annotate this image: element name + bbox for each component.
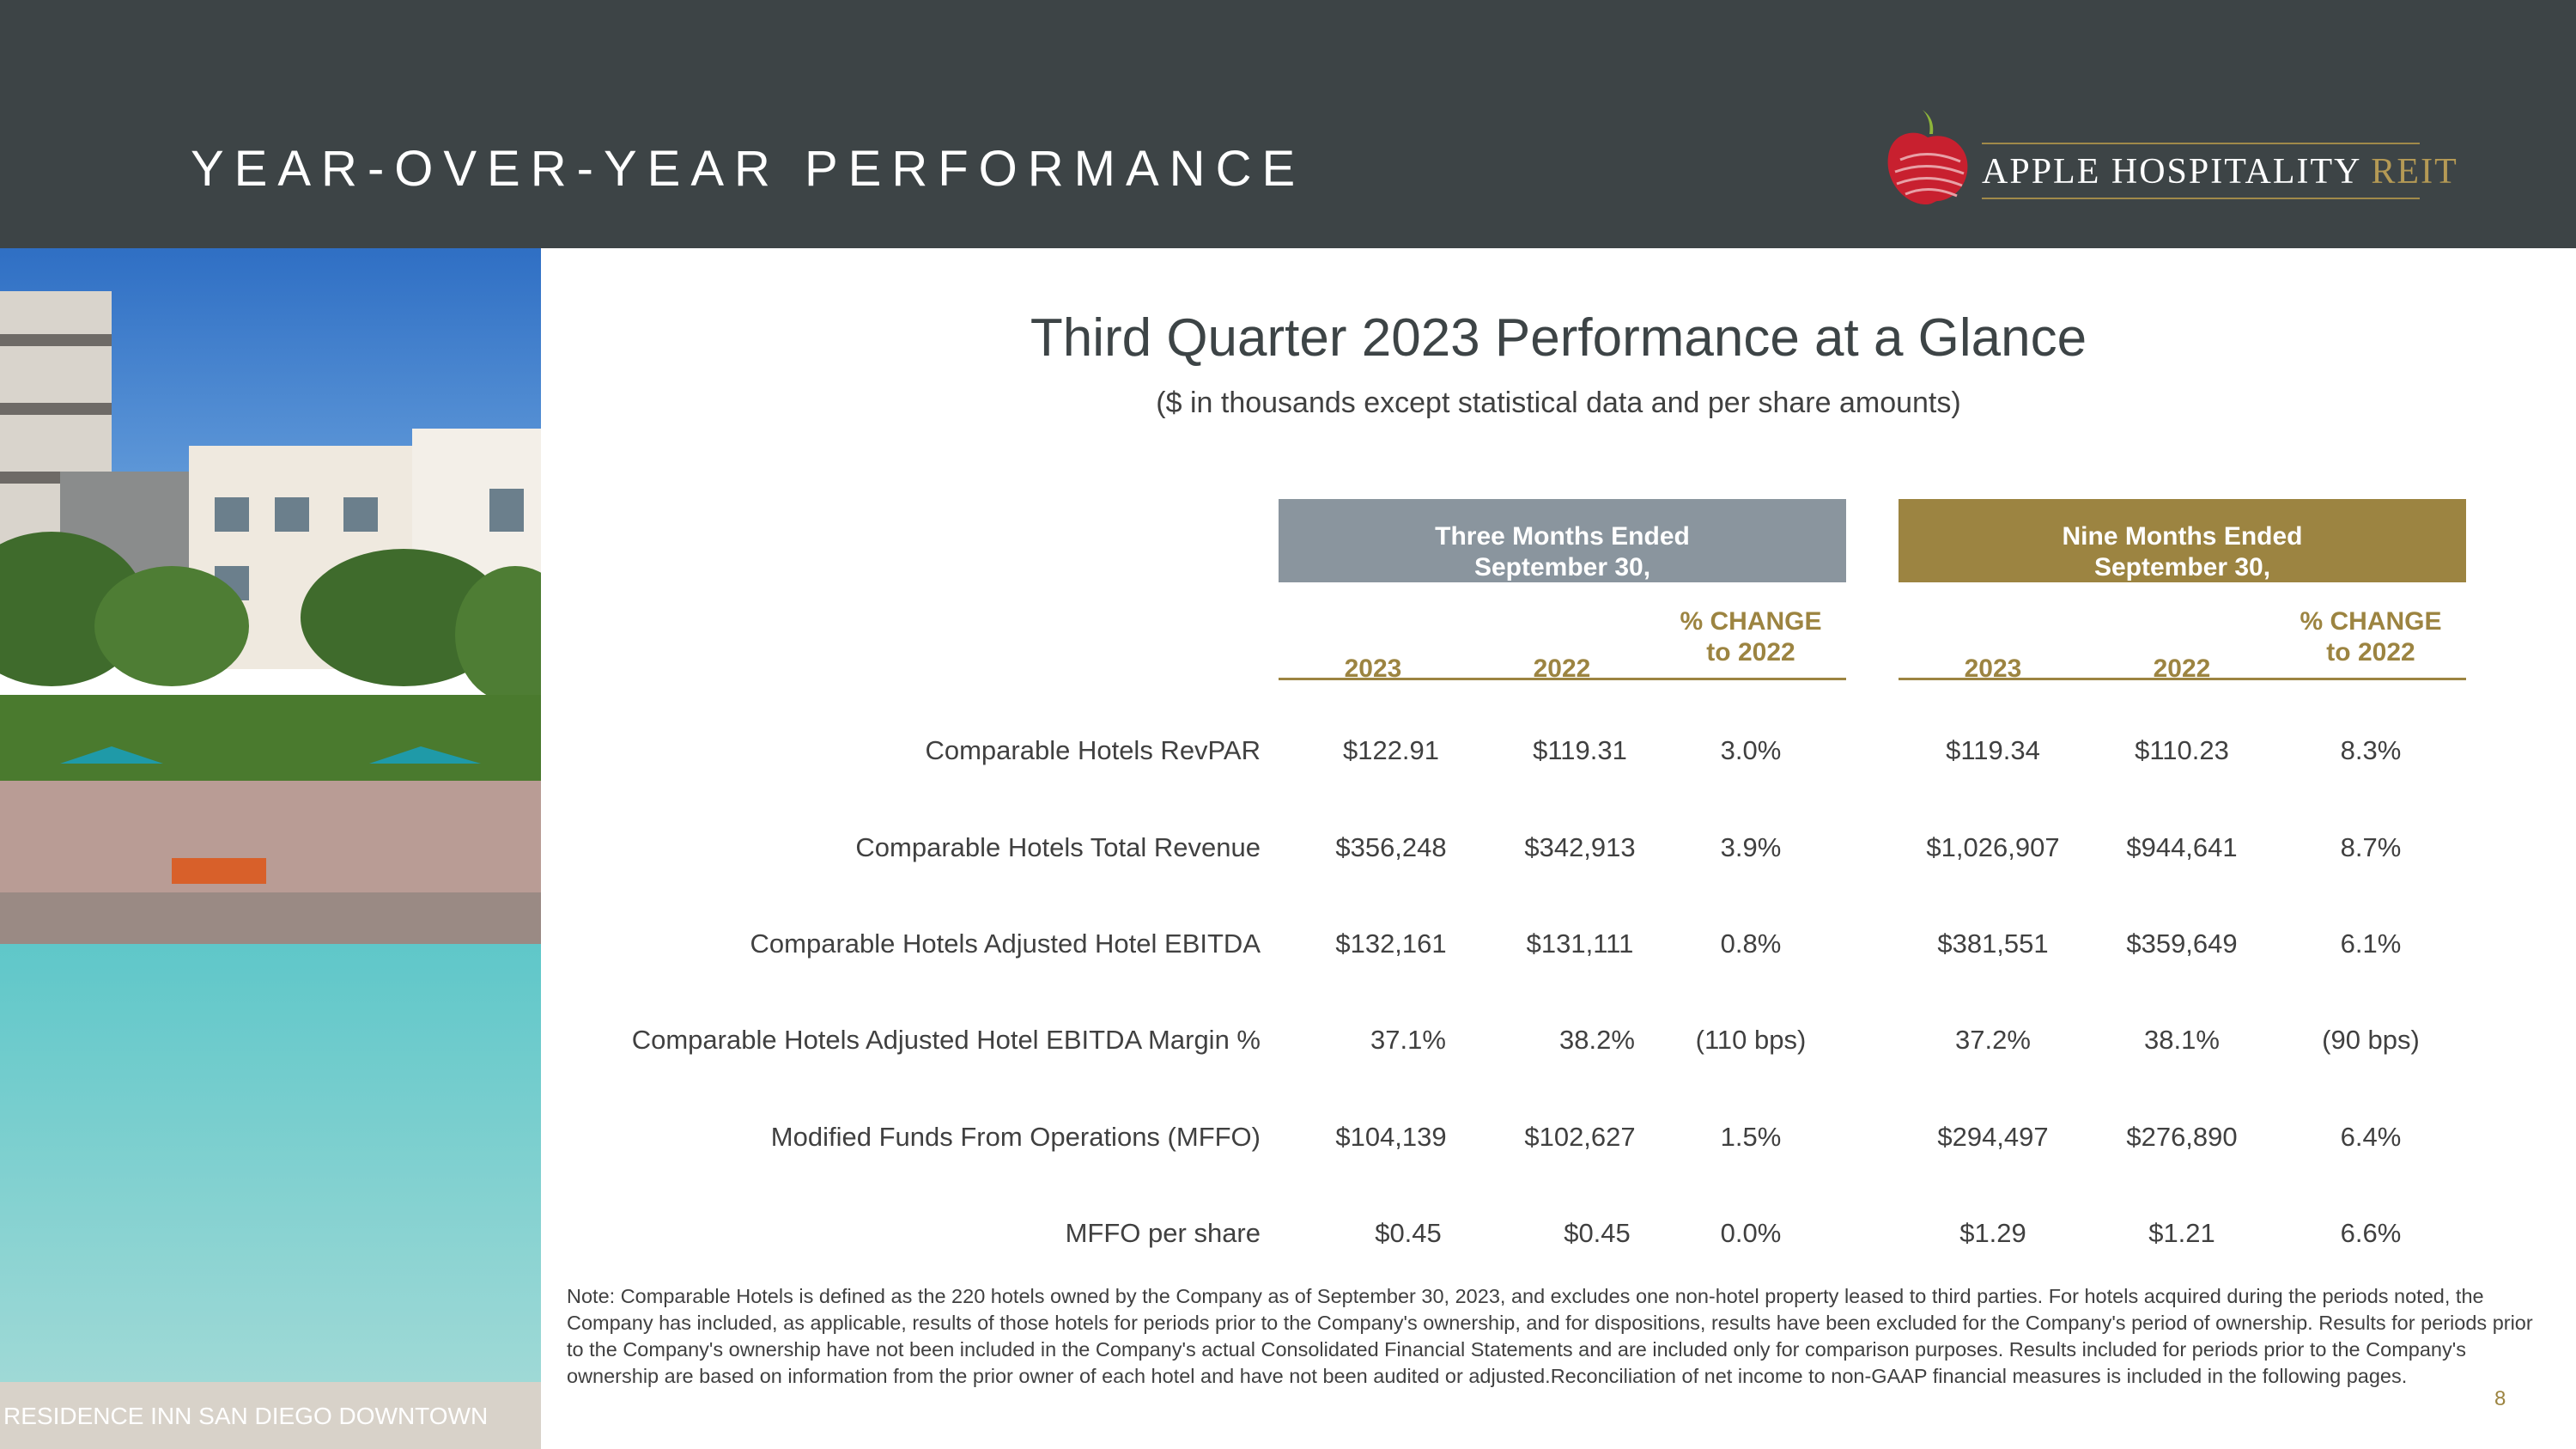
- table-cell: $342,913: [1524, 832, 1636, 862]
- logo-brand: APPLE HOSPITALITY: [1982, 152, 2360, 192]
- table-cell: $0.45: [1564, 1218, 1631, 1248]
- table-cell: $104,139: [1335, 1122, 1447, 1152]
- column-header: 2022: [1467, 623, 1656, 685]
- header-bar: YEAR-OVER-YEAR PERFORMANCE APPLE HOSPITA…: [0, 0, 2576, 248]
- table-cell: $381,551: [1937, 928, 2049, 959]
- row-label: Comparable Hotels RevPAR: [925, 735, 1261, 765]
- logo-rule-top: [1982, 143, 2420, 144]
- column-header: % CHANGE to 2022: [2276, 606, 2465, 668]
- table-cell: $356,248: [1335, 832, 1447, 862]
- table-cell: 8.3%: [2340, 735, 2402, 765]
- column-header: 2022: [2087, 623, 2276, 685]
- table-cell: $119.34: [1946, 735, 2040, 765]
- table-cell: $102,627: [1524, 1122, 1636, 1152]
- table-cell: 37.1%: [1370, 1025, 1446, 1055]
- three-months-header: Three Months Ended September 30,: [1279, 499, 1846, 582]
- table-cell: 0.8%: [1720, 928, 1782, 959]
- table-cell: $1.21: [2148, 1218, 2215, 1248]
- row-label: Comparable Hotels Adjusted Hotel EBITDA: [750, 928, 1261, 959]
- group-header-line2: September 30,: [1473, 553, 1651, 581]
- row-label: Comparable Hotels Adjusted Hotel EBITDA …: [631, 1025, 1261, 1055]
- table-cell: $131,111: [1526, 928, 1634, 959]
- column-header: 2023: [1279, 623, 1467, 685]
- group-header-line2: September 30,: [2093, 553, 2271, 581]
- table-cell: 6.6%: [2340, 1218, 2402, 1248]
- column-header-line1: [1467, 623, 1656, 654]
- column-header-line2: to 2022: [2326, 638, 2415, 667]
- table-cell: 3.9%: [1720, 832, 1782, 862]
- footnote: Note: Comparable Hotels is defined as th…: [567, 1285, 2533, 1387]
- table-cell: (90 bps): [2322, 1025, 2420, 1055]
- table-cell: $944,641: [2126, 832, 2238, 862]
- main-title: Third Quarter 2023 Performance at a Glan…: [1030, 308, 2087, 368]
- group-header-line1: Nine Months Ended: [2062, 522, 2303, 551]
- apple-logo-icon: [1887, 110, 1968, 204]
- table-cell: $119.31: [1533, 735, 1627, 765]
- subtitle: ($ in thousands except statistical data …: [1156, 387, 1961, 419]
- table-cell: 6.1%: [2340, 928, 2402, 959]
- row-label: Modified Funds From Operations (MFFO): [770, 1122, 1261, 1152]
- group-header-line1: Three Months Ended: [1435, 522, 1690, 551]
- page-number: 8: [2494, 1387, 2506, 1410]
- table-cell: 1.5%: [1720, 1122, 1782, 1152]
- nine-months-header: Nine Months Ended September 30,: [1899, 499, 2466, 582]
- photo-caption: RESIDENCE INN SAN DIEGO DOWNTOWN: [3, 1403, 489, 1429]
- table-cell: (110 bps): [1695, 1025, 1807, 1055]
- table-cell: $1,026,907: [1926, 832, 2060, 862]
- table-cell: $1.29: [1959, 1218, 2026, 1248]
- column-header-line2: to 2022: [1706, 638, 1795, 667]
- table-cell: $276,890: [2126, 1122, 2238, 1152]
- table-cell: $132,161: [1335, 928, 1447, 959]
- column-header-line1: [1899, 623, 2087, 654]
- table-cell: $110.23: [2135, 735, 2229, 765]
- column-header-line1: [2087, 623, 2276, 654]
- table-cell: $359,649: [2126, 928, 2238, 959]
- logo-wordmark: APPLE HOSPITALITY REIT: [1982, 151, 2457, 192]
- table-cell: $122.91: [1342, 735, 1440, 765]
- column-header: 2023: [1899, 623, 2087, 685]
- table-cell: 38.2%: [1559, 1025, 1635, 1055]
- hotel-pool-image: [0, 248, 541, 1449]
- column-header-line1: % CHANGE: [1680, 607, 1822, 636]
- header-rule-nine: [1899, 678, 2466, 680]
- logo-rule-bottom: [1982, 198, 2420, 199]
- table-cell: 37.2%: [1955, 1025, 2031, 1055]
- logo-reit: REIT: [2371, 152, 2458, 192]
- header-rule-three: [1279, 678, 1846, 680]
- row-label: MFFO per share: [1065, 1218, 1261, 1248]
- column-header-line1: % CHANGE: [2300, 607, 2442, 636]
- table-cell: $0.45: [1375, 1218, 1442, 1248]
- table-cell: 3.0%: [1720, 735, 1782, 765]
- table-cell: 38.1%: [2144, 1025, 2220, 1055]
- table-cell: 0.0%: [1720, 1218, 1782, 1248]
- table-cell: 6.4%: [2340, 1122, 2402, 1152]
- slide-title: YEAR-OVER-YEAR PERFORMANCE: [191, 141, 1306, 197]
- column-header-line1: [1279, 623, 1467, 654]
- table-cell: 8.7%: [2340, 832, 2402, 862]
- hotel-photo: [0, 248, 541, 1449]
- row-label: Comparable Hotels Total Revenue: [855, 832, 1261, 862]
- column-header: % CHANGE to 2022: [1656, 606, 1845, 668]
- table-cell: $294,497: [1937, 1122, 2049, 1152]
